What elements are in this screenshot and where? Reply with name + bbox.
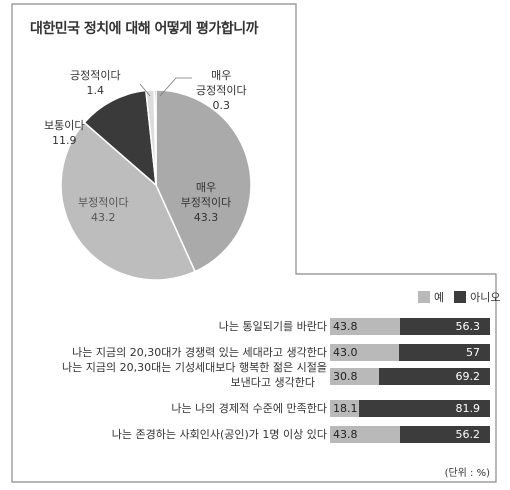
bar-value-no: 56.2 [455,428,481,441]
bar-legend: 예 아니오 [418,289,501,305]
bar-segment-no: 56.3 [400,318,490,335]
pie-slice-neutral [83,89,157,187]
stacked-bar: 43.8 56.2 [330,426,490,443]
legend-label-yes: 예 [434,291,445,304]
stacked-bar: 18.1 81.9 [330,400,490,417]
pie-label-positive: 긍정적이다 1.4 [70,69,121,97]
bar-value-yes: 43.8 [333,428,358,441]
bar-segment-yes: 18.1 [330,400,359,417]
stacked-bar: 30.8 69.2 [330,368,490,385]
bar-value-yes: 18.1 [333,402,358,415]
bar-value-yes: 43.8 [333,320,358,333]
leader-line-positive [139,83,151,97]
bar-row-label-line: 나는 지금의 20,30대는 기성세대보다 행복한 젊은 시절을 [62,361,327,374]
bar-segment-yes: 43.8 [330,426,400,443]
bar-row-label: 나는 나의 경제적 수준에 만족한다 [171,402,327,415]
bar-row-label: 나는 통일되기를 바란다 [218,320,327,333]
bar-row-label: 나는 지금의 20,30대가 경쟁력 있는 세대라고 생각한다 [72,346,327,359]
pie-label-neutral: 보통이다 11.9 [44,119,85,147]
bar-segment-no: 57 [399,344,490,361]
bar-row-label-line: 보낸다고 생각한다 [230,376,315,389]
stacked-bar: 43.0 57 [330,344,490,361]
bar-value-no: 56.3 [455,320,481,333]
pie-slice-very-positive [153,89,157,186]
chart-title: 대한민국 정치에 대해 어떻게 평가합니까 [30,21,258,37]
legend-label-no: 아니오 [470,291,501,304]
pie-slice-very-negative [155,89,252,273]
bar-segment-yes: 43.0 [330,344,399,361]
bar-segment-no: 81.9 [359,400,490,417]
bar-segment-no: 56.2 [400,426,490,443]
bar-value-yes: 30.8 [333,370,358,383]
stacked-bar: 43.8 56.3 [330,318,490,335]
bar-value-yes: 43.0 [333,346,358,359]
pie-label-very-negative: 매우 부정적이다 43.3 [180,181,232,224]
legend-swatch-no [454,291,467,303]
bar-segment-no: 69.2 [379,368,490,385]
bar-value-no: 57 [466,346,480,359]
unit-note: (단위 : %) [444,468,490,479]
pie-slice-negative [60,121,197,281]
legend-swatch-yes [418,291,430,303]
bar-value-no: 81.9 [455,402,481,415]
bar-value-no: 69.2 [455,370,481,383]
bar-segment-yes: 30.8 [330,368,379,385]
leader-line-very-positive [159,77,192,97]
bar-segment-yes: 43.8 [330,318,400,335]
pie-label-very-positive: 매우 긍정적이다 0.3 [196,69,247,112]
pie-label-negative: 부정적이다 43.2 [78,196,129,224]
bar-row-label: 나는 존경하는 사회인사(공인)가 1명 이상 있다 [111,428,327,441]
